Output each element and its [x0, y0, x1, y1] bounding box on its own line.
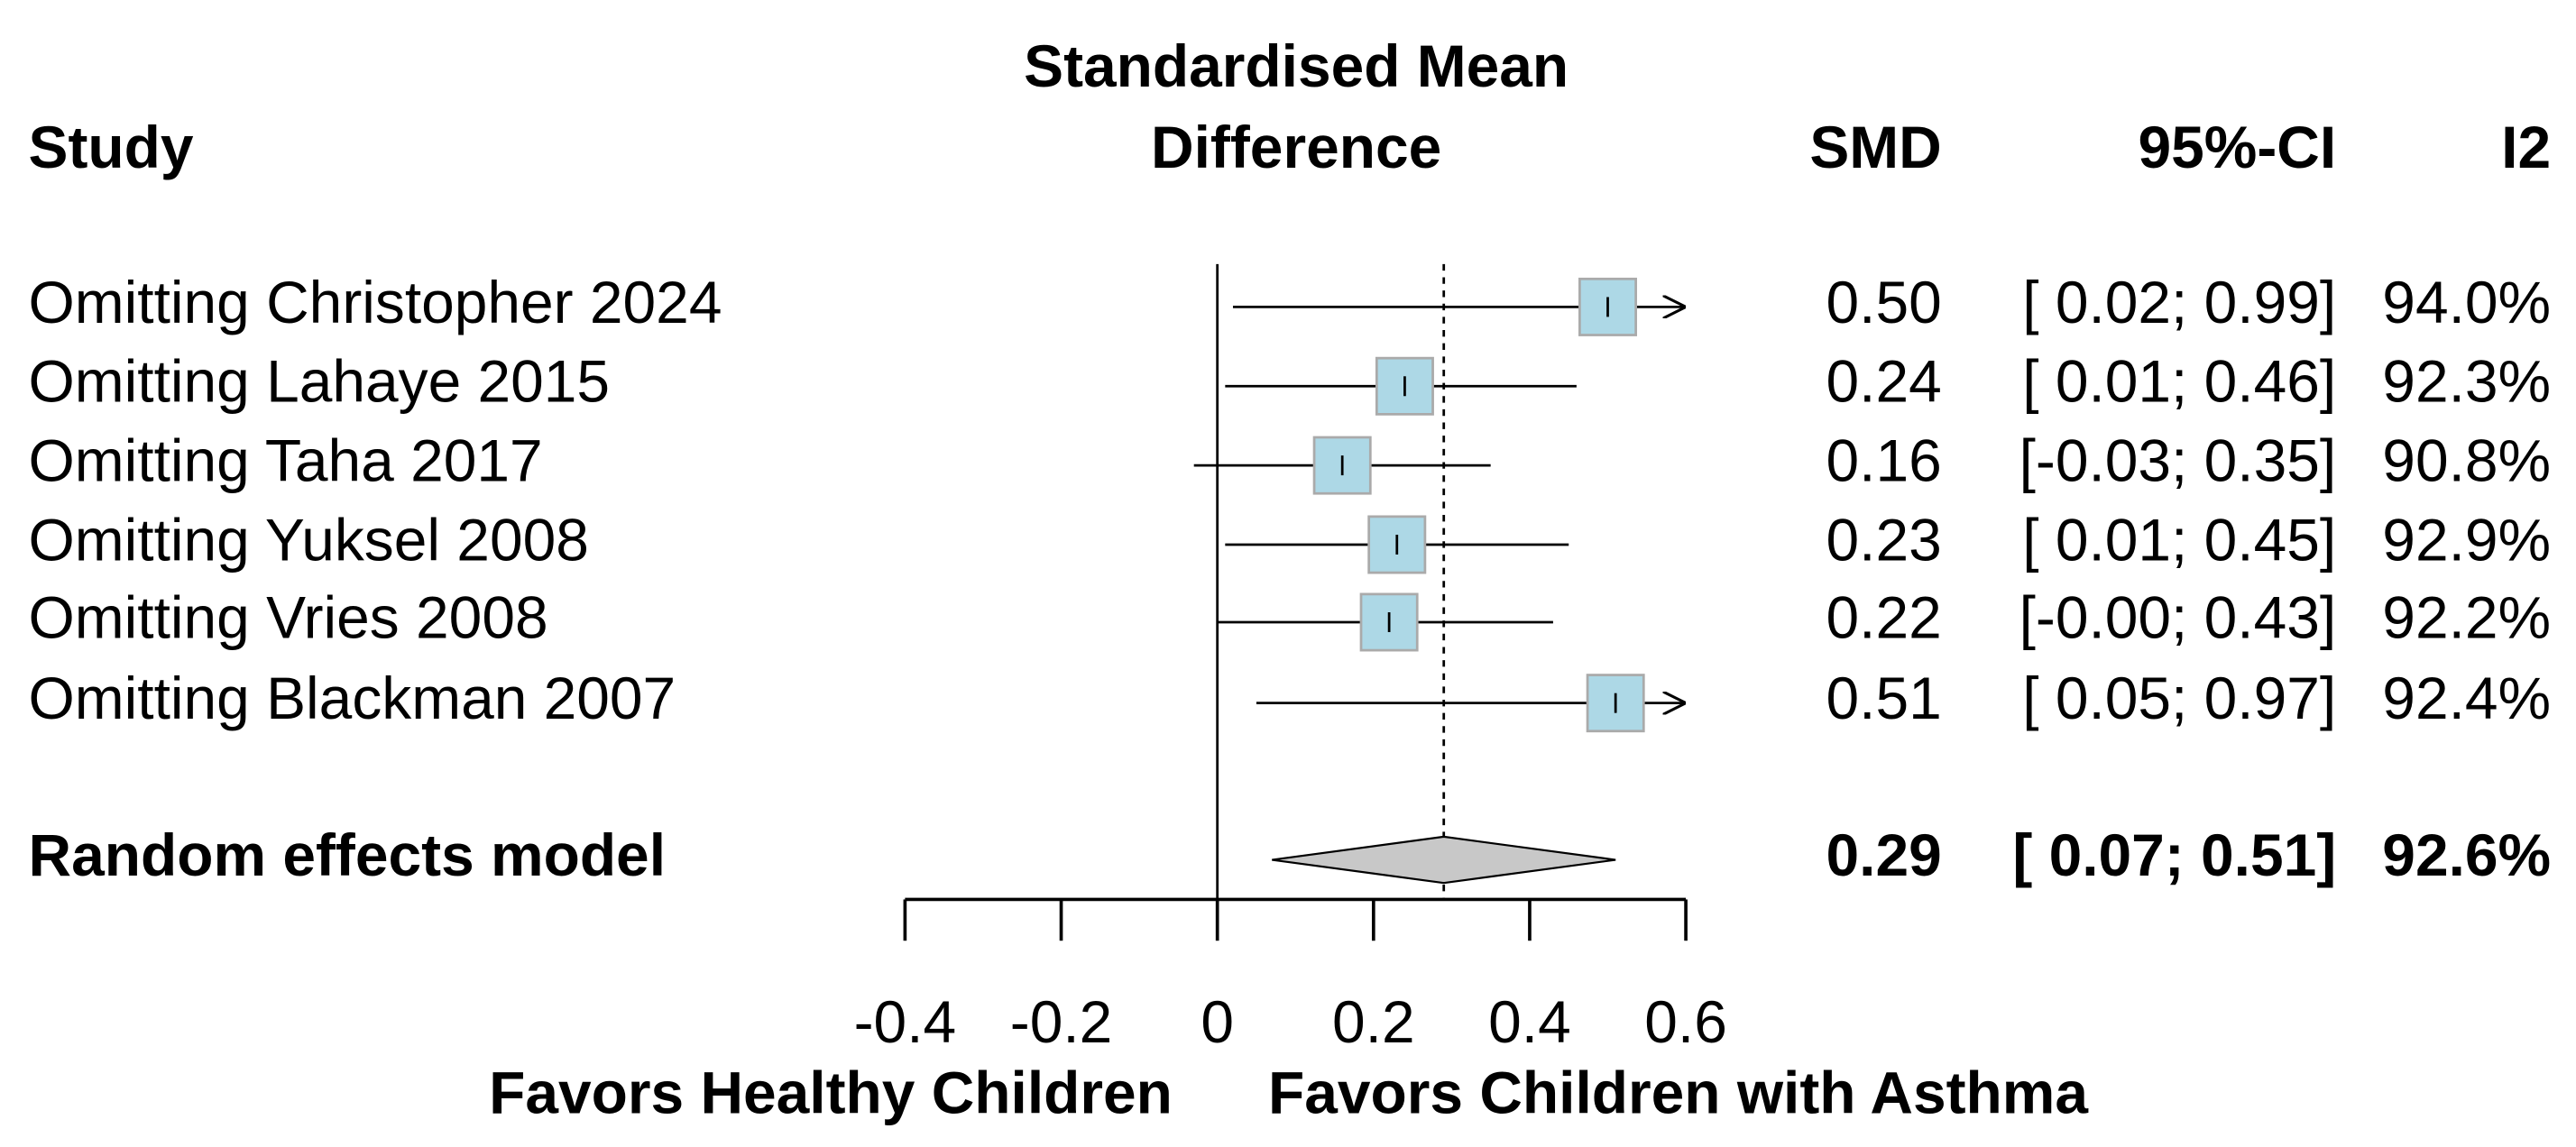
column-header: 95%-CI	[2139, 114, 2337, 180]
summary-smd: 0.29	[1826, 821, 1942, 888]
ci-label: [-0.00; 0.43]	[2019, 583, 2337, 650]
ci-label: [ 0.01; 0.45]	[2022, 506, 2336, 573]
x-tick-label: 0.6	[1644, 988, 1727, 1055]
i2-label: 92.3%	[2382, 348, 2551, 415]
study-name: Omitting Blackman 2007	[29, 665, 676, 731]
x-tick-label: 0.4	[1488, 988, 1571, 1055]
i2-label: 92.4%	[2382, 665, 2551, 731]
smd-label: 0.50	[1826, 269, 1942, 335]
x-label-left: Favors Healthy Children	[489, 1059, 1173, 1125]
i2-label: 94.0%	[2382, 269, 2551, 335]
i2-label: 92.2%	[2382, 583, 2551, 650]
estimate-box	[1375, 356, 1434, 416]
study-name: Omitting Taha 2017	[29, 427, 543, 494]
summary-name: Random effects model	[29, 821, 666, 888]
column-header: I2	[2501, 114, 2551, 180]
x-tick-label: -0.4	[854, 988, 957, 1055]
column-header: SMD	[1809, 114, 1941, 180]
ci-label: [ 0.02; 0.99]	[2022, 269, 2336, 335]
ci-label: [-0.03; 0.35]	[2019, 427, 2337, 494]
summary-diamond	[1272, 835, 1616, 885]
x-tick-label: -0.2	[1010, 988, 1113, 1055]
smd-label: 0.24	[1826, 348, 1942, 415]
study-name: Omitting Christopher 2024	[29, 269, 722, 335]
ci-label: [ 0.01; 0.46]	[2022, 348, 2336, 415]
column-header: Study	[29, 114, 194, 180]
title-line: Difference	[1151, 114, 1441, 180]
smd-label: 0.23	[1826, 506, 1942, 573]
i2-label: 90.8%	[2382, 427, 2551, 494]
study-name: Omitting Yuksel 2008	[29, 506, 589, 573]
title-line: Standardised Mean	[1024, 32, 1569, 99]
summary-i2: 92.6%	[2382, 821, 2551, 888]
summary-ci: [ 0.07; 0.51]	[2012, 821, 2336, 888]
smd-label: 0.22	[1826, 583, 1942, 650]
smd-label: 0.16	[1826, 427, 1942, 494]
i2-label: 92.9%	[2382, 506, 2551, 573]
smd-label: 0.51	[1826, 665, 1942, 731]
x-tick-label: 0	[1201, 988, 1234, 1055]
study-name: Omitting Vries 2008	[29, 583, 548, 650]
ci-label: [ 0.05; 0.97]	[2022, 665, 2336, 731]
study-name: Omitting Lahaye 2015	[29, 348, 611, 415]
x-tick-label: 0.2	[1332, 988, 1415, 1055]
x-label-right: Favors Children with Asthma	[1268, 1059, 2089, 1125]
